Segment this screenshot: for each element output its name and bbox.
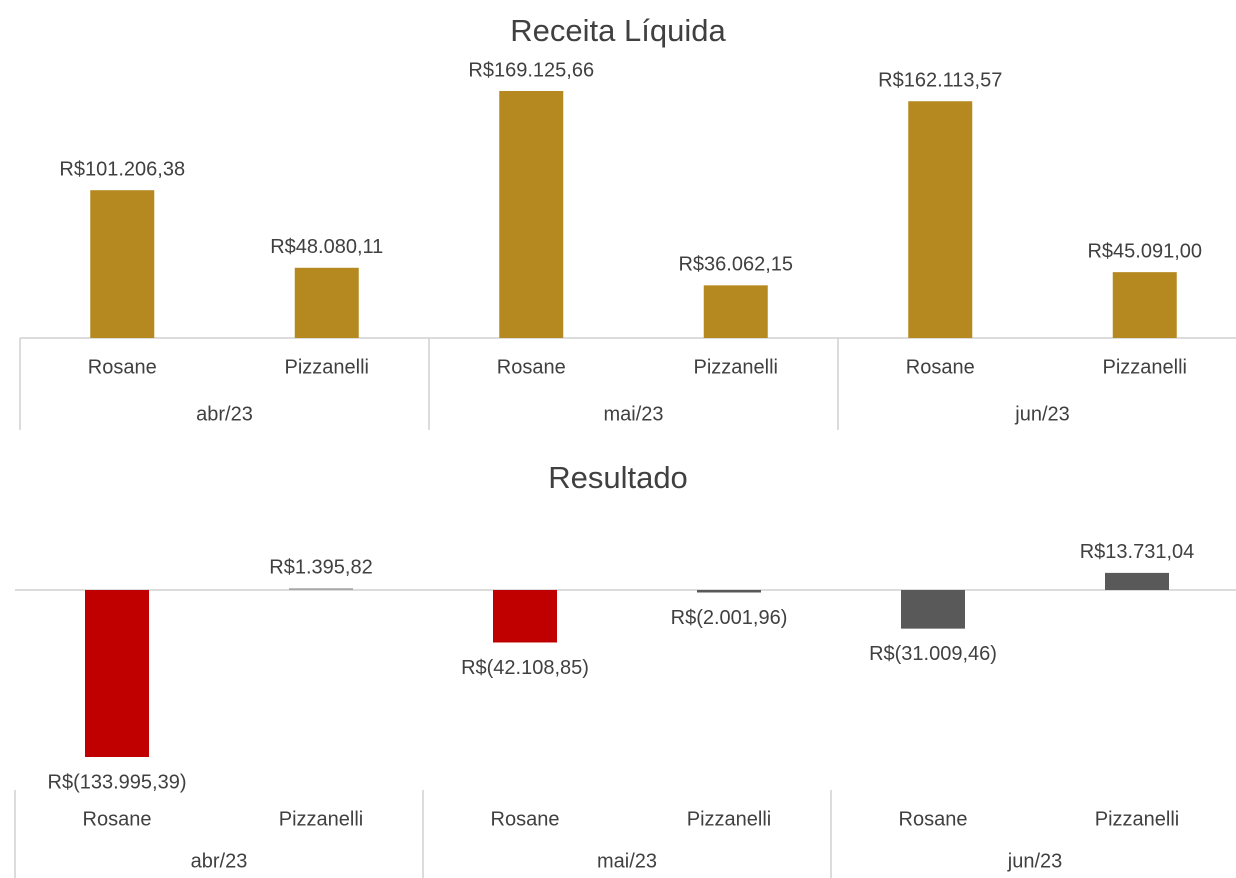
value-label: R$(31.009,46)	[869, 643, 997, 665]
group-label: abr/23	[196, 403, 253, 425]
value-label: R$48.080,11	[270, 236, 383, 258]
value-label: R$162.113,57	[878, 70, 1002, 92]
bar	[901, 590, 965, 629]
value-label: R$169.125,66	[468, 59, 594, 81]
category-label: Pizzanelli	[687, 808, 771, 830]
value-label: R$45.091,00	[1087, 240, 1202, 262]
value-label: R$13.731,04	[1080, 541, 1195, 563]
group-label: jun/23	[1007, 850, 1063, 872]
category-label: Rosane	[906, 356, 975, 378]
chart-title: Receita Líquida	[510, 13, 726, 48]
bar	[697, 590, 761, 593]
bar	[85, 590, 149, 757]
bar	[1105, 572, 1169, 590]
category-label: Pizzanelli	[279, 808, 363, 830]
bar	[90, 190, 155, 338]
value-label: R$(2.001,96)	[671, 607, 788, 629]
value-label: R$36.062,15	[678, 254, 793, 276]
bar	[499, 91, 564, 338]
value-label: R$1.395,82	[269, 557, 372, 579]
group-label: mai/23	[603, 403, 663, 425]
chart-title: Resultado	[548, 460, 688, 495]
value-label: R$(42.108,85)	[461, 657, 589, 679]
category-label: Rosane	[497, 356, 566, 378]
category-label: Rosane	[83, 808, 152, 830]
category-label: Pizzanelli	[694, 356, 778, 378]
bar	[1112, 272, 1177, 338]
category-label: Pizzanelli	[1103, 356, 1187, 378]
category-label: Rosane	[491, 808, 560, 830]
value-label: R$101.206,38	[59, 158, 185, 180]
bar	[289, 588, 353, 590]
group-label: abr/23	[191, 850, 248, 872]
value-label: R$(133.995,39)	[48, 771, 187, 793]
category-label: Rosane	[88, 356, 157, 378]
group-label: mai/23	[597, 850, 657, 872]
bar	[703, 285, 768, 338]
category-label: Pizzanelli	[1095, 808, 1179, 830]
category-label: Pizzanelli	[285, 356, 369, 378]
bar	[908, 101, 973, 339]
group-label: jun/23	[1014, 403, 1070, 425]
bar	[294, 267, 359, 338]
category-label: Rosane	[899, 808, 968, 830]
bar	[493, 590, 557, 643]
